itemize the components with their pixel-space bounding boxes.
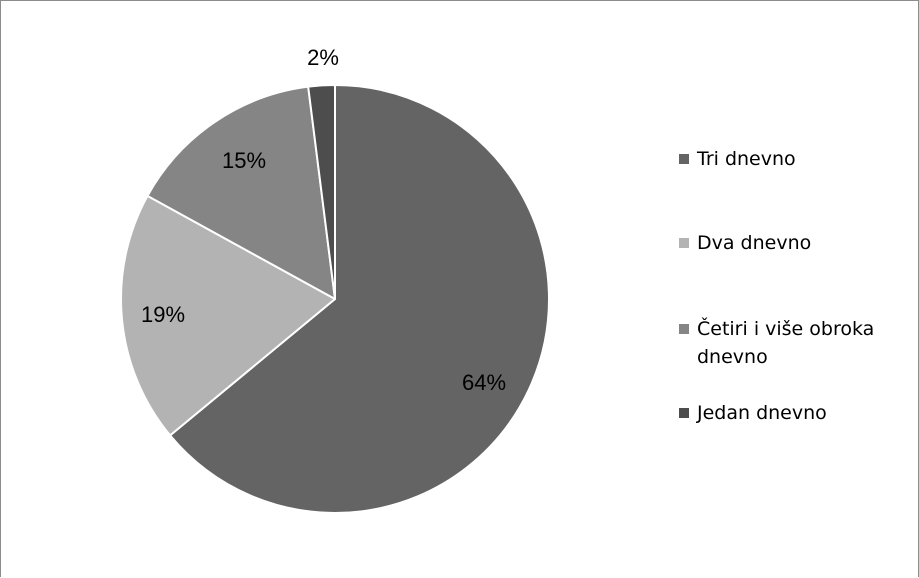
pie-data-label-3: 15% xyxy=(222,148,266,173)
pie-slices xyxy=(120,84,550,514)
legend-label: Četiri i više obroka dnevno xyxy=(697,318,875,368)
legend-label: Jedan dnevno xyxy=(697,402,827,424)
legend-swatch-icon xyxy=(679,154,689,164)
legend-swatch-icon xyxy=(679,324,689,334)
legend-item-dva-dnevno: Dva dnevno xyxy=(679,229,907,257)
legend: Tri dnevno Dva dnevno Četiri i više obro… xyxy=(679,1,919,578)
legend-swatch-icon xyxy=(679,238,689,248)
pie-data-label-1: 64% xyxy=(462,370,506,395)
legend-item-tri-dnevno: Tri dnevno xyxy=(679,145,907,173)
pie-data-label-2: 19% xyxy=(141,302,185,327)
pie-slice-1 xyxy=(169,84,550,514)
legend-label: Tri dnevno xyxy=(697,148,796,170)
legend-swatch-icon xyxy=(679,408,689,418)
pie-slice-4 xyxy=(307,84,336,300)
legend-item-cetiri-i-vise: Četiri i više obroka dnevno xyxy=(679,315,907,371)
pie-data-label-4: 2% xyxy=(307,45,339,70)
legend-label: Dva dnevno xyxy=(697,232,812,254)
legend-item-jedan-dnevno: Jedan dnevno xyxy=(679,399,907,427)
pie-slice-2 xyxy=(120,194,336,437)
pie-data-labels: 64% 19% 15% 2% xyxy=(141,45,506,395)
pie-slice-3 xyxy=(146,85,336,300)
